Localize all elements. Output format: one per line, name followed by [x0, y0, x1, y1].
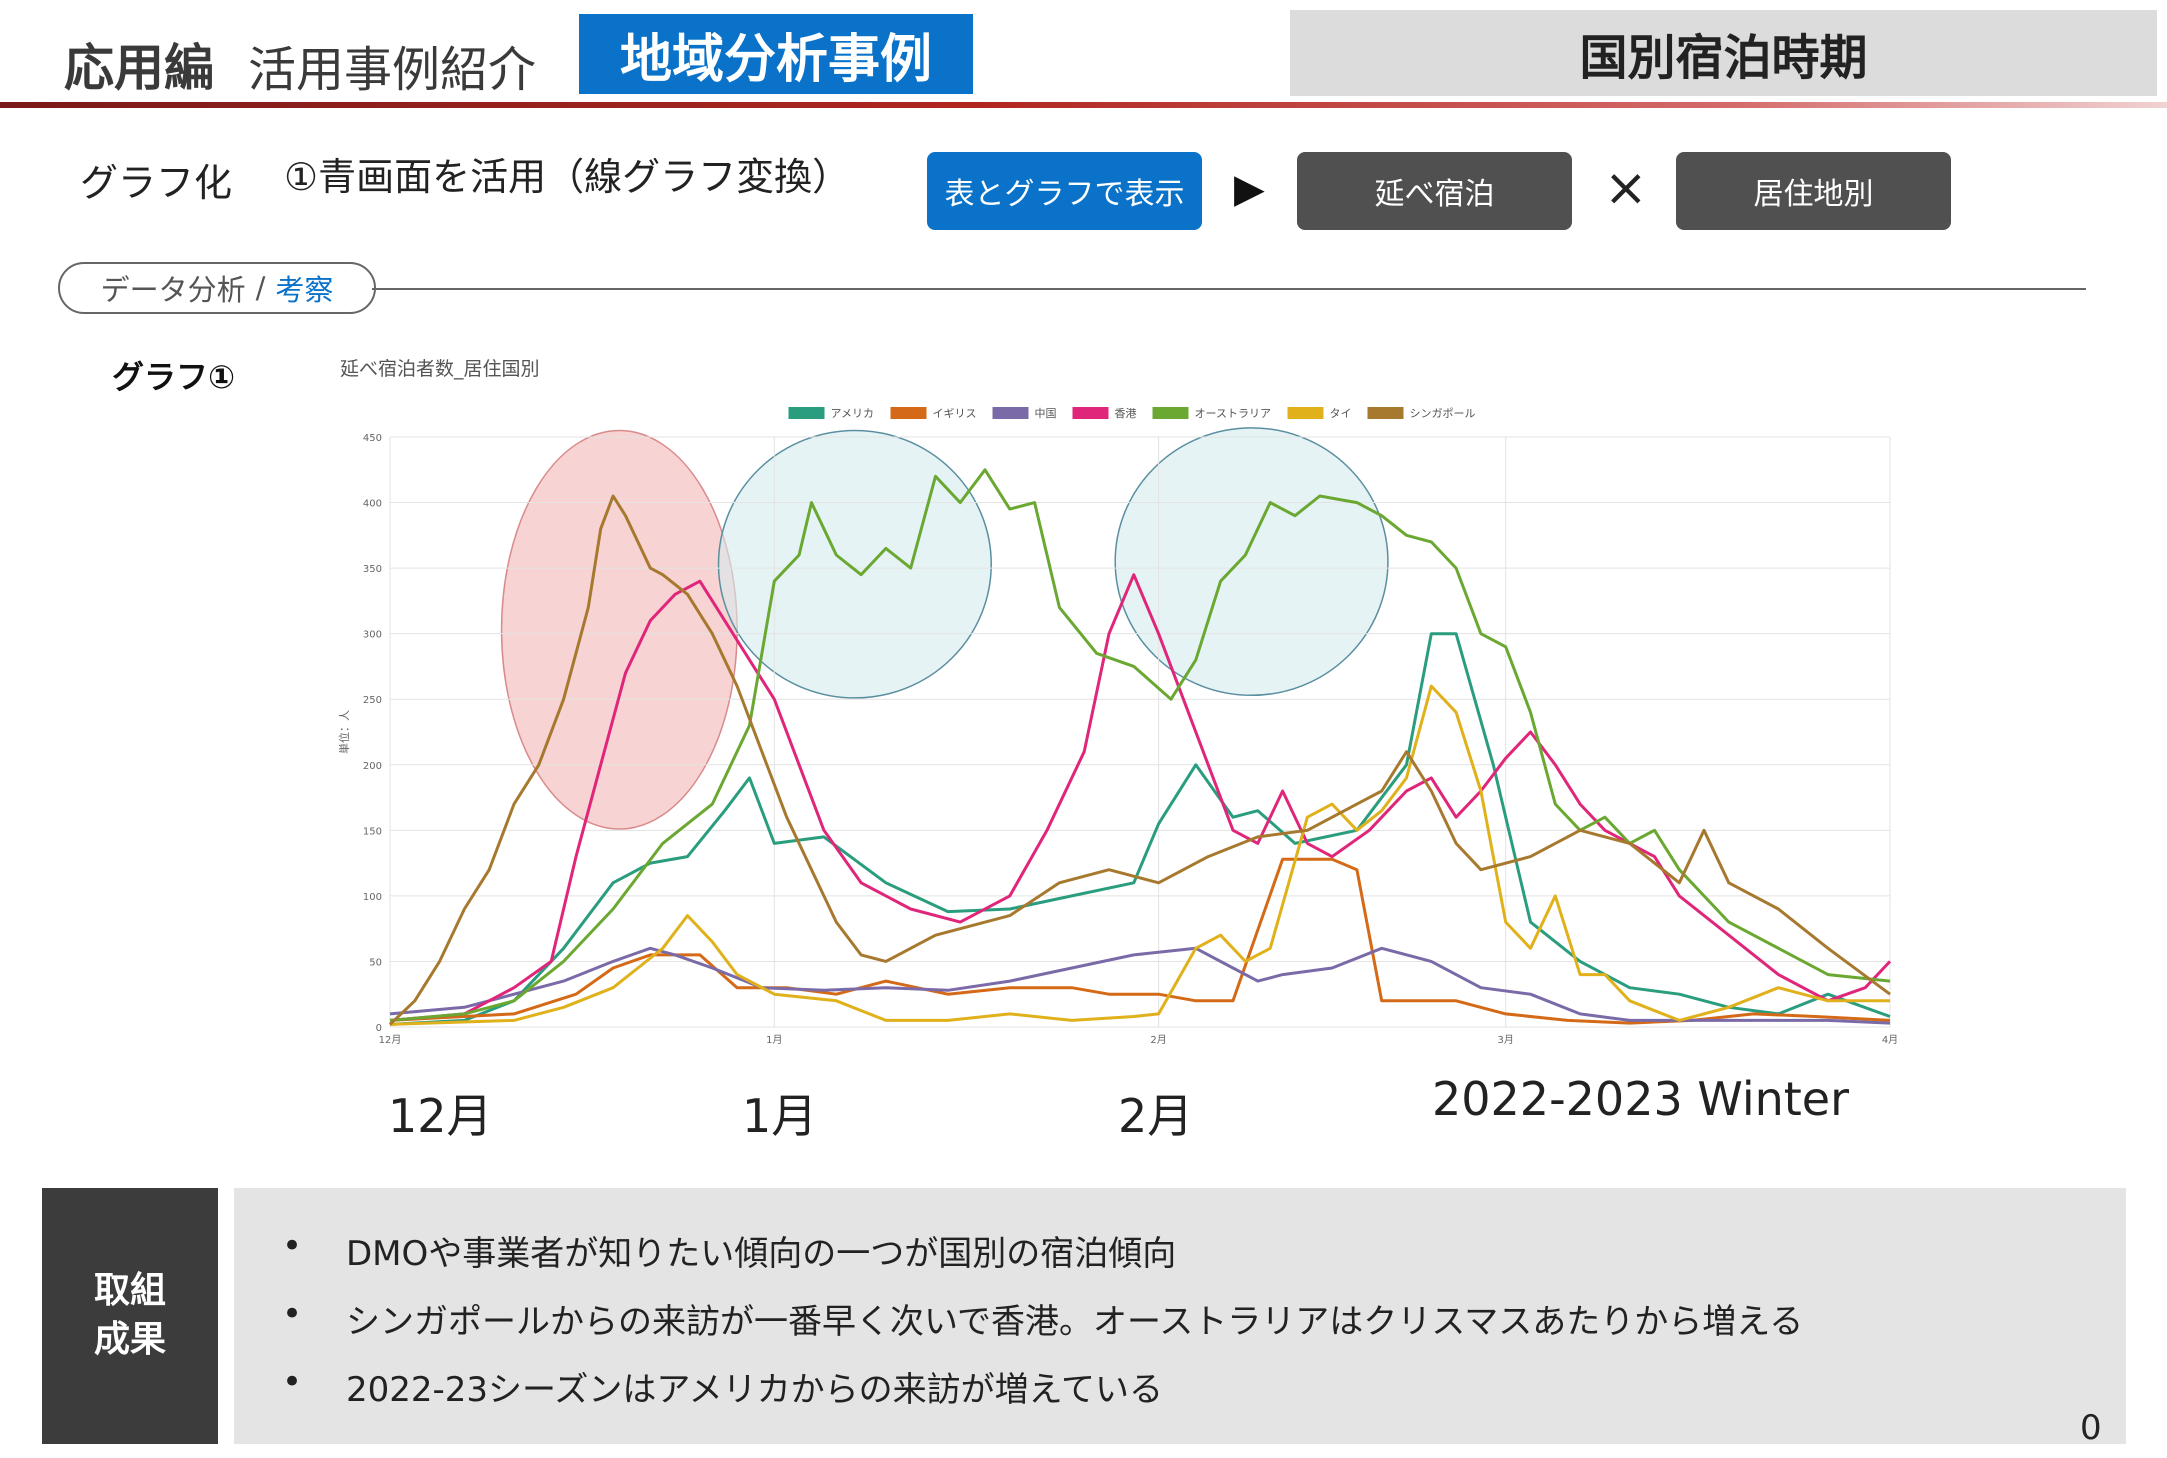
highlight-ellipse	[717, 429, 992, 699]
chart-grid	[389, 436, 1891, 1028]
results-label-line2: 成果	[93, 1319, 166, 1360]
result-bullet-3: 2022-23シーズンはアメリカからの来訪が増えている	[346, 1370, 1163, 1410]
page-number: 0	[2080, 1408, 2102, 1448]
by-residence-button[interactable]: 居住地別	[1676, 152, 1951, 230]
section-subtitle: 活用事例紹介	[248, 42, 537, 98]
x-tick-label: 12月	[379, 1034, 402, 1046]
analysis-pill: データ分析 / 考察	[58, 262, 376, 314]
analysis-pill-separator: /	[255, 271, 266, 305]
chart-legend: アメリカ イギリス 中国 香港 オーストラリア タイ シンガポール	[788, 407, 1476, 420]
series-line	[389, 573, 1892, 1022]
legend-label: タイ	[1330, 407, 1352, 420]
y-tick-label: 100	[363, 892, 382, 903]
analysis-pill-right: 考察	[275, 273, 334, 307]
big-month-label-feb: 2月	[1118, 1089, 1194, 1143]
graphing-label: グラフ化	[80, 161, 233, 205]
result-bullet-1: DMOや事業者が知りたい傾向の一つが国別の宿泊傾向	[346, 1234, 1177, 1274]
y-tick-label: 350	[363, 564, 382, 575]
bullet-icon: •	[282, 1362, 303, 1402]
y-tick-label: 0	[376, 1023, 382, 1034]
y-tick-label: 300	[363, 630, 382, 641]
series-line	[389, 468, 1891, 1022]
results-label-line1: 取組	[93, 1270, 166, 1312]
header-rule	[0, 102, 2167, 108]
legend-label: シンガポール	[1410, 407, 1476, 420]
y-tick-label: 50	[369, 957, 382, 968]
page-title: 国別宿泊時期	[1290, 10, 2157, 96]
section-title: 応用編	[64, 39, 214, 97]
y-axis-label: 単位：人	[337, 710, 351, 754]
y-tick-label: 400	[363, 499, 382, 510]
legend-label: 香港	[1115, 407, 1137, 420]
play-arrow-icon: ▶	[1234, 166, 1265, 212]
legend-label: アメリカ	[831, 407, 874, 420]
season-label: 2022-2023 Winter	[1432, 1072, 1850, 1126]
graphing-description: ①青画面を活用（線グラフ変換）	[284, 155, 851, 199]
legend-swatch	[788, 407, 825, 419]
chart-series-lines	[388, 468, 1892, 1026]
y-tick-label: 250	[363, 695, 382, 706]
x-tick-label: 1月	[766, 1034, 782, 1046]
graph-number-label: グラフ①	[112, 358, 236, 396]
divider-line	[372, 288, 2086, 290]
show-table-and-graph-button[interactable]: 表とグラフで表示	[927, 152, 1202, 230]
highlight-ellipse	[1114, 427, 1389, 697]
series-line	[389, 946, 1891, 1025]
legend-label: 中国	[1035, 407, 1057, 420]
line-chart: 0 50 100 150 200 250 300 350 400 450 12月 1月 2月 3月 4月 単位…	[337, 407, 1898, 1046]
y-tick-label: 150	[363, 826, 382, 837]
series-line	[389, 684, 1890, 1026]
results-box	[234, 1188, 2126, 1444]
legend-swatch	[992, 407, 1029, 419]
big-month-label-jan: 1月	[742, 1089, 818, 1143]
total-stays-button[interactable]: 延べ宿泊	[1297, 152, 1572, 230]
legend-swatch	[890, 407, 927, 419]
x-tick-label: 2月	[1150, 1034, 1166, 1046]
legend-swatch	[1152, 407, 1189, 419]
category-tag: 地域分析事例	[579, 14, 973, 94]
bullet-icon: •	[282, 1294, 303, 1334]
series-line	[389, 857, 1891, 1025]
y-tick-label: 450	[363, 433, 382, 444]
legend-swatch	[1367, 407, 1404, 419]
bullet-icon: •	[282, 1226, 303, 1266]
series-line	[388, 494, 1891, 1026]
big-month-label-dec: 12月	[388, 1089, 493, 1143]
analysis-pill-left: データ分析	[100, 273, 246, 307]
x-tick-label: 4月	[1882, 1034, 1898, 1046]
results-label: 取組 成果	[42, 1188, 218, 1444]
chart-title: 延べ宿泊者数_居住国別	[340, 358, 540, 380]
legend-label: オーストラリア	[1195, 407, 1271, 420]
result-bullet-2: シンガポールからの来訪が一番早く次いで香港。オーストラリアはクリスマスあたりから…	[346, 1302, 1804, 1342]
chart-axes: 0 50 100 150 200 250 300 350 400 450 12月 1月 2月 3月 4月 単位…	[337, 433, 1898, 1046]
legend-label: イギリス	[933, 407, 977, 420]
legend-swatch	[1072, 407, 1109, 419]
x-tick-label: 3月	[1498, 1034, 1514, 1046]
legend-swatch	[1287, 407, 1324, 419]
highlight-ellipses	[500, 427, 1389, 830]
y-tick-label: 200	[363, 761, 382, 772]
times-icon: ×	[1604, 158, 1648, 218]
